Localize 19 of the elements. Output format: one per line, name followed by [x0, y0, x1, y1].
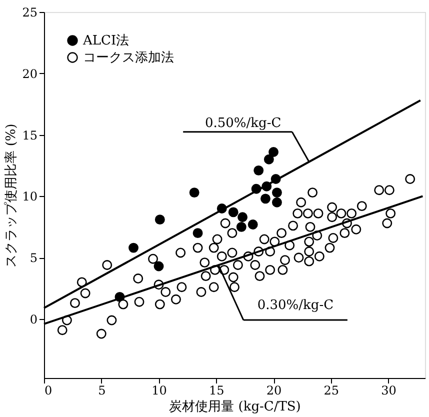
y-tick-label: 0: [30, 312, 38, 327]
y-tick-label: 20: [22, 66, 38, 81]
y-tick-label: 25: [22, 6, 38, 20]
y-tick-label: 5: [30, 251, 38, 266]
x-tick-label: 5: [98, 384, 106, 398]
y-tick-label: 10: [22, 190, 38, 204]
x-tick-label: 20: [266, 384, 282, 398]
y-axis-title: スクラップ使用比率 (%): [3, 124, 20, 268]
legend-label: ALCI法: [82, 34, 130, 48]
x-tick-label: 0: [44, 384, 52, 398]
legend-label: コークス添加法: [83, 50, 174, 66]
x-axis-title: 炭材使用量 (kg-C/TS): [169, 400, 301, 414]
x-tick-label: 25: [324, 384, 340, 398]
x-tick-label: 15: [209, 384, 224, 398]
x-tick-label: 10: [152, 384, 167, 398]
annotation: 0.30%/kg-C: [257, 298, 334, 314]
y-tick-label: 15: [22, 128, 38, 142]
annotation: 0.50%/kg-C: [204, 116, 282, 131]
x-tick-label: 30: [381, 384, 396, 398]
